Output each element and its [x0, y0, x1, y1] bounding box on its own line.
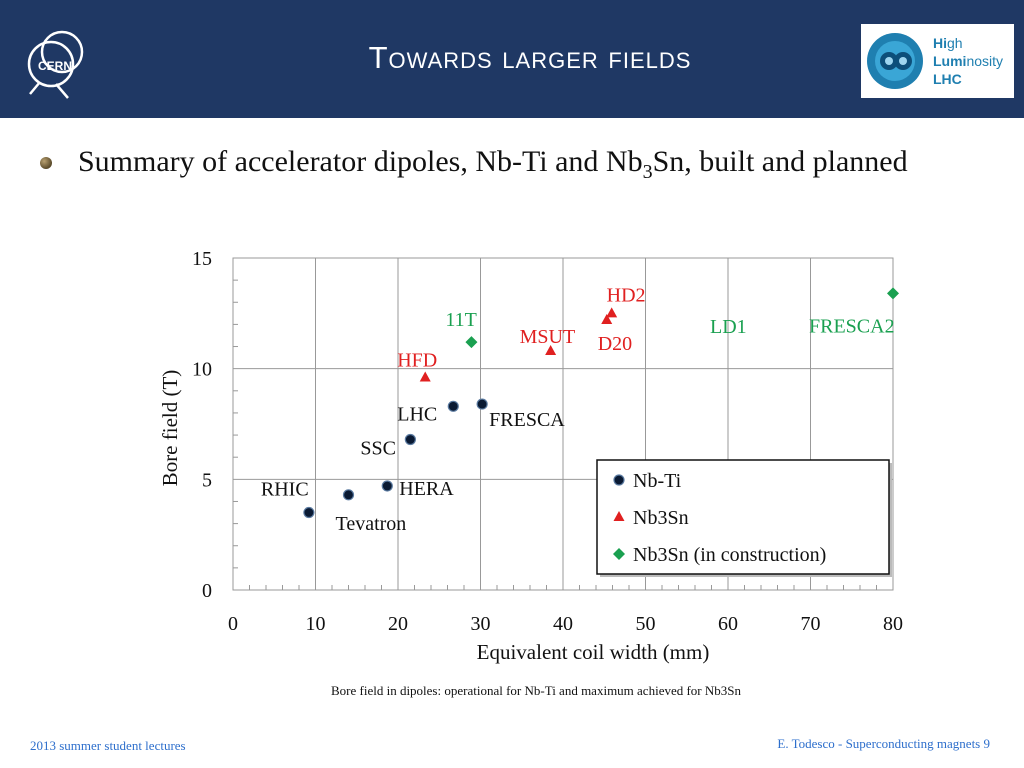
- point-msut: [545, 344, 557, 355]
- hl-logo-text-nosity: nosity: [966, 53, 1003, 69]
- y-axis-label: Bore field (T): [158, 370, 182, 487]
- point-label-tevatron: Tevatron: [336, 513, 407, 535]
- x-tick-label: 40: [553, 613, 573, 635]
- bullet-text-a: Summary of accelerator dipoles, Nb-Ti an…: [78, 145, 643, 178]
- point-hfd: [419, 371, 431, 382]
- point-rhic: [303, 506, 315, 519]
- scatter-chart: 0 10 20 30 40 50 60 70 80 0 5 10 15 Equivalent coil w…: [158, 248, 903, 664]
- point-label-11t: 11T: [445, 309, 476, 331]
- legend-marker-nb-ti: [613, 474, 625, 486]
- cern-logo: CERN: [27, 30, 84, 99]
- bullet-text-b: Sn, built and planned: [652, 145, 908, 178]
- legend-marker-nb3sn-in-construction-: [613, 548, 625, 560]
- y-tick-label: 15: [192, 248, 212, 270]
- legend: [596, 459, 890, 575]
- point-hera: [381, 480, 393, 492]
- bullet-icon: [40, 157, 52, 169]
- point-lhc: [447, 400, 459, 412]
- point-label-hfd: HFD: [397, 350, 437, 372]
- x-tick-label: 50: [636, 613, 656, 635]
- svg-text:Luminosity: Luminosity: [933, 53, 1003, 69]
- point-label-d20: D20: [598, 333, 632, 355]
- hl-logo-text-hi: Hi: [933, 35, 947, 51]
- hl-logo-text-lhc: LHC: [933, 71, 962, 87]
- cern-logo-text: CERN: [38, 59, 72, 73]
- point-label-fresca2: FRESCA2: [809, 315, 895, 337]
- point-tevatron: [342, 489, 355, 501]
- x-tick-label: 0: [228, 613, 238, 635]
- x-axis-label: Equivalent coil width (mm): [477, 640, 710, 664]
- hl-logo-text-lumi: Lumi: [933, 53, 966, 69]
- x-tick-label: 30: [471, 613, 491, 635]
- x-tick-label: 10: [306, 613, 326, 635]
- footer-course: 2013 summer student lectures: [30, 738, 186, 753]
- point-label-hera: HERA: [399, 478, 454, 500]
- y-tick-label: 10: [192, 359, 212, 381]
- point-label-ld1: LD1: [710, 316, 747, 338]
- chart-caption: Bore field in dipoles: operational for N…: [330, 683, 742, 698]
- title-banner: CERN Towards larger fields High Luminosi…: [0, 0, 1024, 118]
- legend-label-nb-ti: Nb-Ti: [633, 470, 682, 492]
- x-tick-label: 60: [718, 613, 738, 635]
- x-tick-label: 20: [388, 613, 408, 635]
- y-tick-label: 0: [202, 580, 212, 602]
- point-label-ssc: SSC: [360, 437, 396, 459]
- svg-text:High: High: [933, 35, 963, 51]
- point-11t: [465, 336, 478, 349]
- point-label-fresca: FRESCA: [489, 409, 565, 431]
- point-label-lhc: LHC: [397, 403, 437, 425]
- x-tick-label: 80: [883, 613, 903, 635]
- point-d20: [601, 313, 613, 324]
- point-label-msut: MSUT: [520, 326, 576, 348]
- y-tick-label: 5: [202, 469, 212, 491]
- legend-label-nb3sn: Nb3Sn: [633, 507, 689, 529]
- point-fresca: [476, 398, 488, 410]
- point-fresca2: [887, 287, 899, 300]
- hl-lhc-logo: High Luminosity LHC: [861, 24, 1014, 98]
- point-hd2: [606, 307, 618, 318]
- point-ssc: [404, 433, 416, 446]
- hl-logo-text-gh: gh: [947, 35, 963, 51]
- point-label-hd2: HD2: [607, 284, 646, 306]
- footer-author-page: E. Todesco - Superconducting magnets 9: [777, 736, 990, 751]
- bullet-text: Summary of accelerator dipoles, Nb-Ti an…: [78, 142, 958, 192]
- page-title: Towards larger fields: [368, 40, 692, 75]
- x-tick-label: 70: [801, 613, 821, 635]
- point-label-rhic: RHIC: [261, 479, 309, 501]
- legend-label-nb3sn-in-construction-: Nb3Sn (in construction): [633, 544, 826, 566]
- bullet-subscript: 3: [642, 161, 653, 183]
- legend-marker-nb3sn: [613, 511, 625, 521]
